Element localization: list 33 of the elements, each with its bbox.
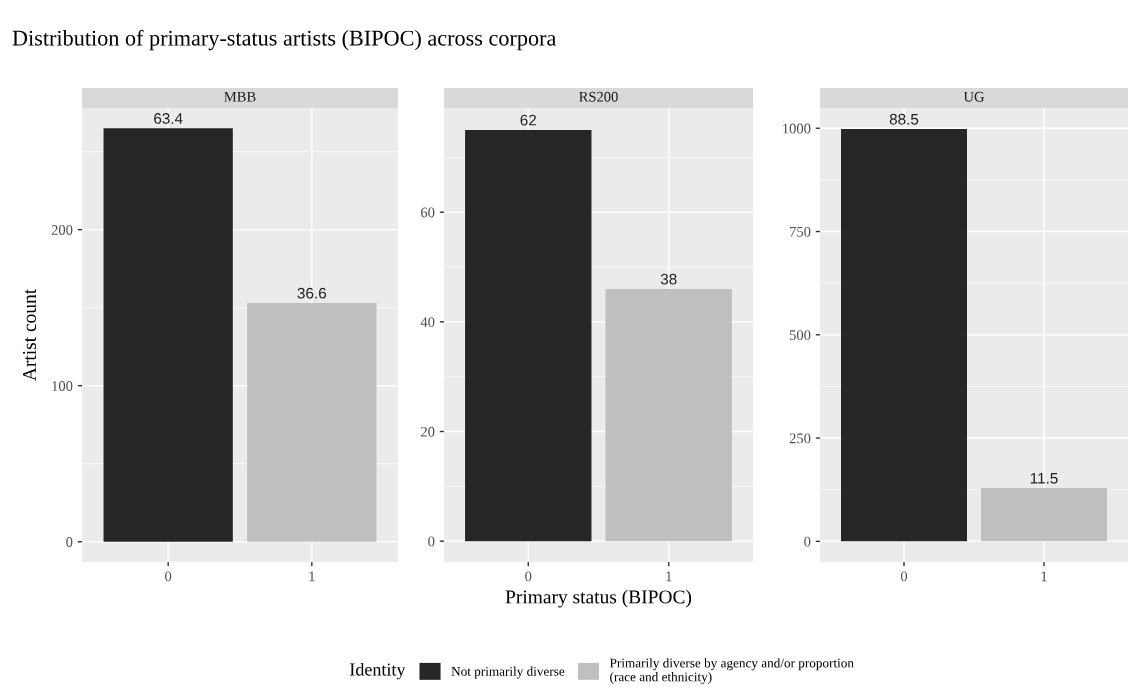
- y-tick-label: 0: [804, 536, 811, 547]
- y-tick-label: 500: [789, 330, 811, 340]
- annotation: 38: [660, 273, 677, 285]
- y-tick-label: 40: [420, 317, 435, 328]
- annotation: 62: [520, 114, 536, 126]
- y-tick-label: 0: [428, 536, 435, 547]
- y-tick-label: 20: [421, 426, 435, 437]
- y-tick-label: 250: [789, 433, 811, 444]
- y-tick-label: 0: [66, 537, 73, 547]
- y-axis-title: Artist count: [22, 288, 37, 381]
- x-tick-label: 1: [666, 571, 672, 582]
- annotation: 36.6: [297, 287, 327, 299]
- legend-label: Primarily diverse by agency and/or proportion (race and ethnicity): [609, 658, 854, 685]
- x-tick-label: 0: [900, 571, 908, 582]
- text: Distribution of primary-status artists (BIPOC) across corpora: [12, 29, 557, 51]
- y-tick-label: 100: [52, 381, 73, 391]
- y-tick-label: 200: [51, 225, 73, 235]
- legend-title: Identity: [349, 662, 406, 680]
- y-tick-label: 60: [421, 207, 435, 218]
- x-axis-title: Primary status (BIPOC): [505, 589, 692, 608]
- legend-label: Not primarily diverse: [451, 666, 565, 679]
- chart-title: RS200: [579, 91, 618, 102]
- y-tick-label: 1000: [783, 123, 811, 134]
- annotation: 11.5: [1030, 472, 1058, 484]
- x-tick-label: 1: [309, 571, 315, 582]
- x-tick-label: 0: [525, 571, 532, 582]
- y-tick-label: 750: [790, 226, 811, 237]
- annotation: 88.5: [889, 113, 919, 125]
- x-tick-label: 0: [165, 571, 172, 582]
- x-tick-label: 1: [1041, 571, 1047, 582]
- annotation: 63.4: [154, 113, 183, 124]
- chart-title: MBB: [224, 91, 256, 102]
- chart-title: UG: [963, 91, 985, 102]
